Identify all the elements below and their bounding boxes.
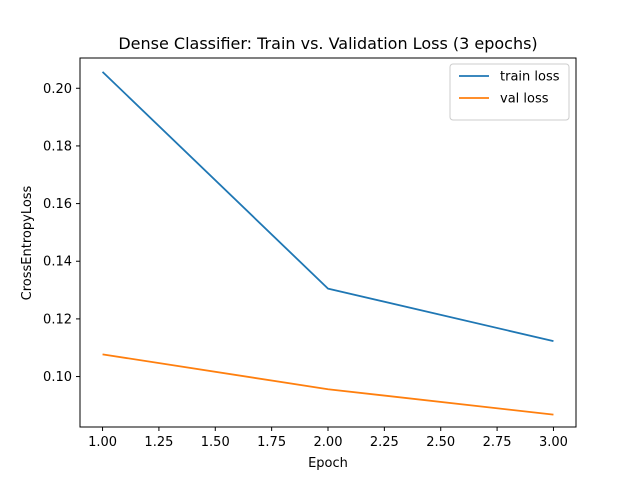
x-axis-title: Epoch	[308, 456, 348, 471]
y-tick-label: 0.10	[43, 370, 72, 385]
x-tick-label: 1.50	[201, 435, 230, 450]
y-tick-label: 0.14	[43, 255, 72, 270]
x-tick-label: 1.25	[144, 435, 173, 450]
legend-label: train loss	[500, 70, 560, 85]
y-tick-label: 0.18	[43, 139, 72, 154]
y-tick-label: 0.16	[43, 197, 72, 212]
legend-box	[449, 63, 570, 121]
y-tick-label: 0.20	[43, 82, 72, 97]
x-tick-label: 1.00	[88, 435, 117, 450]
x-tick-label: 1.75	[257, 435, 286, 450]
chart-title: Dense Classifier: Train vs. Validation L…	[118, 34, 537, 53]
y-axis: 0.10 0.12 0.14 0.16 0.18 0.20	[43, 82, 80, 385]
plot-area	[101, 71, 554, 416]
legend-label: val loss	[500, 92, 549, 107]
x-axis: 1.00 1.25 1.50 1.75 2.00 2.25 2.50 2.75 3.00	[88, 427, 568, 450]
series-line-train-loss	[101, 71, 554, 342]
legend: train loss val loss	[449, 63, 570, 121]
x-tick-label: 2.25	[370, 435, 399, 450]
y-tick-label: 0.12	[43, 312, 72, 327]
x-tick-label: 3.00	[539, 435, 568, 450]
y-axis-title: CrossEntropyLoss	[20, 185, 35, 300]
series-line-val-loss	[102, 353, 554, 416]
x-tick-label: 2.50	[426, 435, 455, 450]
x-tick-label: 2.00	[314, 435, 343, 450]
x-tick-label: 2.75	[483, 435, 512, 450]
